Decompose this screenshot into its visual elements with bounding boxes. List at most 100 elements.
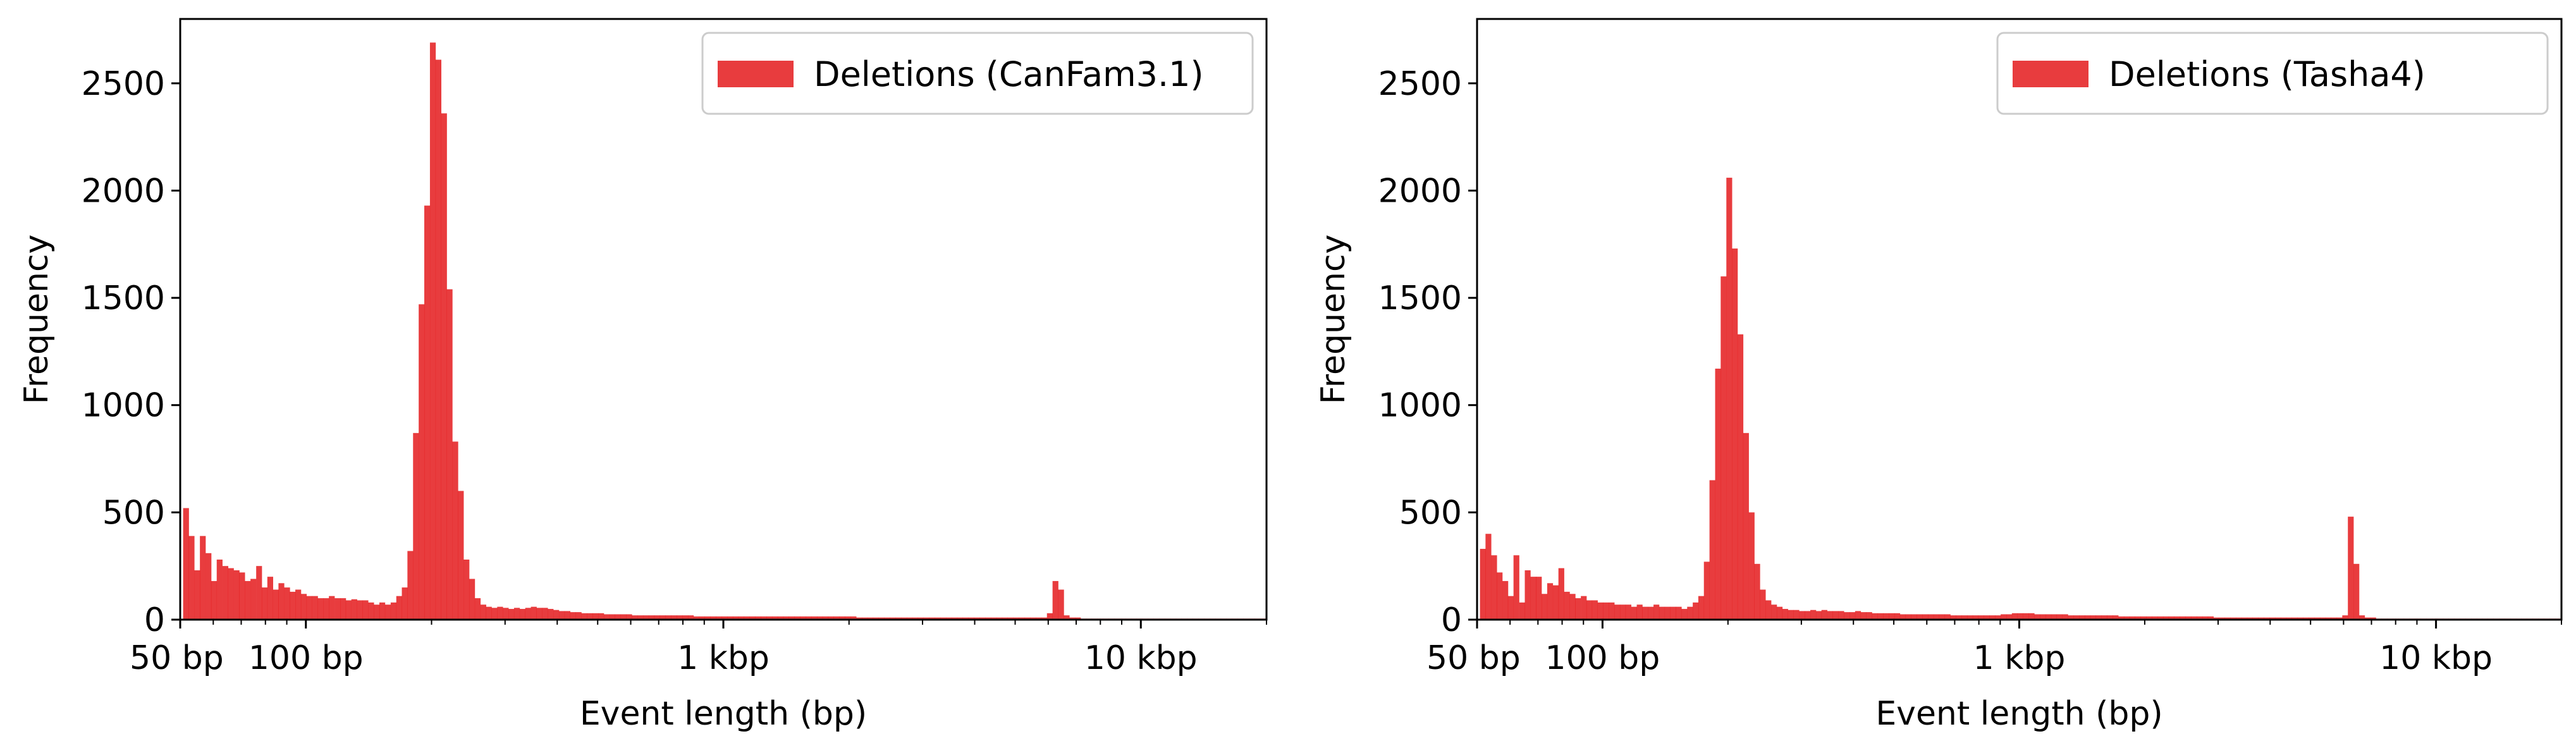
histogram-bar xyxy=(2197,616,2203,620)
histogram-bar xyxy=(508,609,515,620)
histogram-bar xyxy=(1855,611,1861,620)
histogram-bar xyxy=(598,613,604,620)
histogram-bar xyxy=(222,566,229,620)
histogram-bar xyxy=(878,617,885,620)
histogram-bar xyxy=(497,606,503,620)
histogram-bar xyxy=(1609,602,1615,620)
histogram-bar xyxy=(1815,611,1822,620)
histogram-bar xyxy=(239,572,245,620)
histogram-bar xyxy=(1507,596,1514,620)
histogram-bar xyxy=(2291,617,2298,620)
histogram-bar xyxy=(985,617,991,620)
histogram-bar xyxy=(1670,606,1676,620)
histogram-bar xyxy=(1782,609,1788,620)
histogram-bar xyxy=(2358,615,2365,620)
y-axis-label: Frequency xyxy=(18,235,56,405)
histogram-bar xyxy=(1592,600,1598,620)
histogram-bar xyxy=(1681,609,1688,620)
legend-swatch xyxy=(718,61,794,87)
y-tick-label: 2000 xyxy=(1378,172,1462,210)
histogram-bar xyxy=(1653,604,1660,620)
histogram-bar xyxy=(2011,613,2018,620)
histogram-bar xyxy=(1922,614,1929,620)
histogram-panel-2: 0 500 1000 1500 2000 2500 50 bp 100 bp 1 kbp 10 k… xyxy=(1315,18,2563,733)
x-tick-label: 100 bp xyxy=(248,639,364,677)
x-tick-label: 1 kbp xyxy=(1973,639,2066,677)
histogram-bar xyxy=(1513,555,1519,620)
histogram-bar xyxy=(744,616,750,620)
histogram-bar xyxy=(2258,617,2264,620)
histogram-bar xyxy=(749,616,756,620)
histogram-bar xyxy=(2084,615,2091,620)
histogram-bar xyxy=(2152,616,2158,620)
histogram-bar xyxy=(469,579,475,620)
histogram-bar xyxy=(2236,617,2242,620)
histogram-bar xyxy=(1524,570,1531,620)
histogram-bar xyxy=(2325,617,2331,620)
legend-label: Deletions (CanFam3.1) xyxy=(814,54,1204,94)
histogram-bar xyxy=(1030,617,1036,620)
histogram-bar xyxy=(295,589,302,620)
histogram-bar xyxy=(1737,334,1744,620)
histogram-bar xyxy=(1776,606,1783,620)
histogram-bar xyxy=(2090,615,2097,620)
histogram-bar xyxy=(884,617,890,620)
x-axis-label: Event length (bp) xyxy=(580,695,867,733)
histogram-bar xyxy=(2331,617,2337,620)
histogram-bar xyxy=(2370,617,2376,620)
histogram-bar xyxy=(2168,616,2175,620)
histogram-bar xyxy=(312,596,318,620)
histogram-bar xyxy=(895,617,902,620)
histogram-bar xyxy=(1989,615,1996,620)
histogram-bar xyxy=(1967,615,1973,620)
histogram-bar xyxy=(2095,615,2102,620)
histogram-bar xyxy=(396,596,402,620)
histogram-bar xyxy=(1978,615,1984,620)
histogram-bar xyxy=(1642,606,1648,620)
histogram-bar xyxy=(474,598,481,620)
histogram-bar xyxy=(245,580,251,620)
histogram-bar xyxy=(1703,561,1710,620)
histogram-bar xyxy=(828,616,834,620)
histogram-bar xyxy=(1497,572,1503,620)
legend: Deletions (CanFam3.1) xyxy=(701,32,1254,115)
histogram-bar xyxy=(267,577,273,620)
histogram-bar xyxy=(626,614,632,620)
histogram-bar xyxy=(2101,615,2107,620)
histogram-bar xyxy=(2107,615,2113,620)
histogram-bar xyxy=(570,612,576,620)
histogram-bar xyxy=(1491,555,1497,620)
histogram-bar xyxy=(1597,602,1604,620)
histogram-bar xyxy=(1676,606,1682,620)
histogram-bar xyxy=(940,617,947,620)
histogram-bar xyxy=(1944,614,1951,620)
histogram-bar xyxy=(273,589,279,620)
y-tick-label: 2000 xyxy=(82,172,165,210)
histogram-bar xyxy=(1894,613,1901,620)
histogram-bar xyxy=(1860,612,1867,620)
histogram-bar xyxy=(334,598,341,620)
histogram-bar xyxy=(766,616,773,620)
x-tick-label: 50 bp xyxy=(130,639,224,677)
histogram-bar xyxy=(384,604,391,620)
histogram-bar xyxy=(800,616,806,620)
histogram-bar xyxy=(2034,614,2040,620)
histogram-bar xyxy=(946,617,952,620)
histogram-bar xyxy=(845,616,851,620)
histogram-bar xyxy=(542,608,548,620)
histogram-bar xyxy=(2364,617,2371,620)
histogram-bar xyxy=(1821,610,1827,620)
histogram-bar xyxy=(290,591,296,620)
histogram-bar xyxy=(211,580,218,620)
legend-label: Deletions (Tasha4) xyxy=(2109,54,2426,94)
histogram-bar xyxy=(1581,596,1587,620)
histogram-bar xyxy=(1586,600,1593,620)
histogram-bar xyxy=(1866,612,1872,620)
histogram-bar xyxy=(1832,611,1839,620)
histogram-bar xyxy=(873,617,879,620)
histogram-bar xyxy=(2113,615,2119,620)
histogram-bar xyxy=(1075,617,1081,620)
legend-box xyxy=(701,32,1254,115)
